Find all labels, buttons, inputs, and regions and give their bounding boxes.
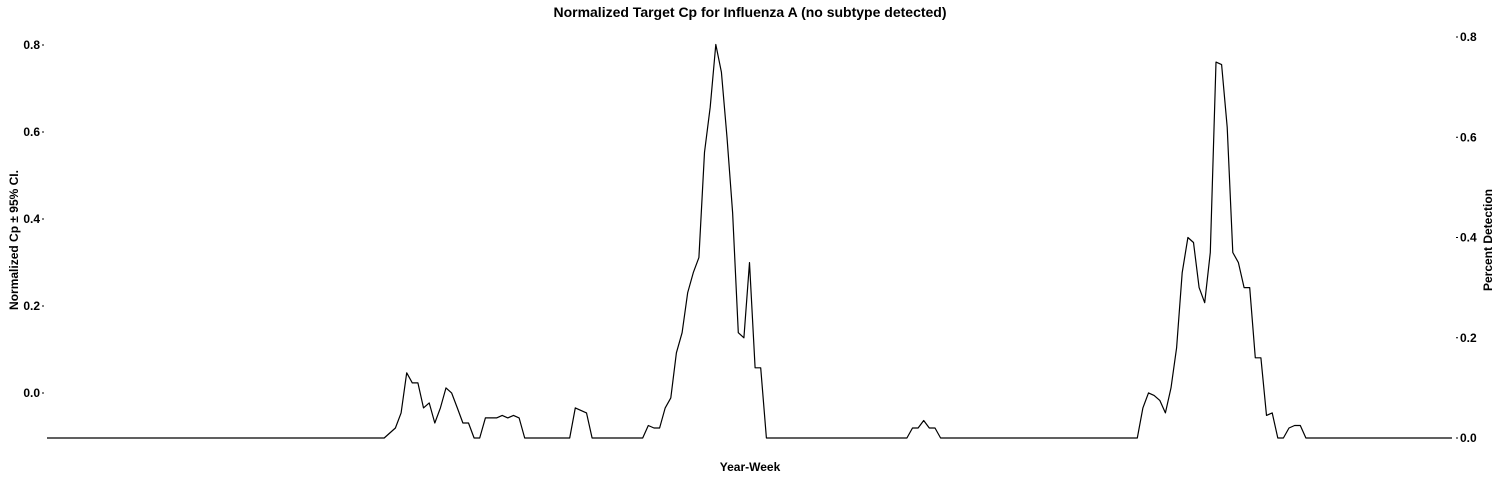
y-right-tick-label: 0.2 (1460, 331, 1477, 345)
y-left-tick-label: 0.4 (23, 212, 40, 226)
y-left-tick-label: 0.8 (23, 38, 40, 52)
y-right-tick-label: 0.6 (1460, 130, 1477, 144)
x-axis-label: Year-Week (719, 460, 781, 474)
y-left-tick-label: 0.2 (23, 299, 40, 313)
y-left-tick-label: 0.6 (23, 125, 40, 139)
y-right-tick-label: 0.0 (1460, 431, 1477, 445)
y-right-tick-label: 0.4 (1460, 231, 1477, 245)
y-left-tick-label: 0.0 (23, 386, 40, 400)
y-right-tick-label: 0.8 (1460, 30, 1477, 44)
chart-title: Normalized Target Cp for Influenza A (no… (553, 4, 947, 20)
series-line (47, 43, 1452, 439)
